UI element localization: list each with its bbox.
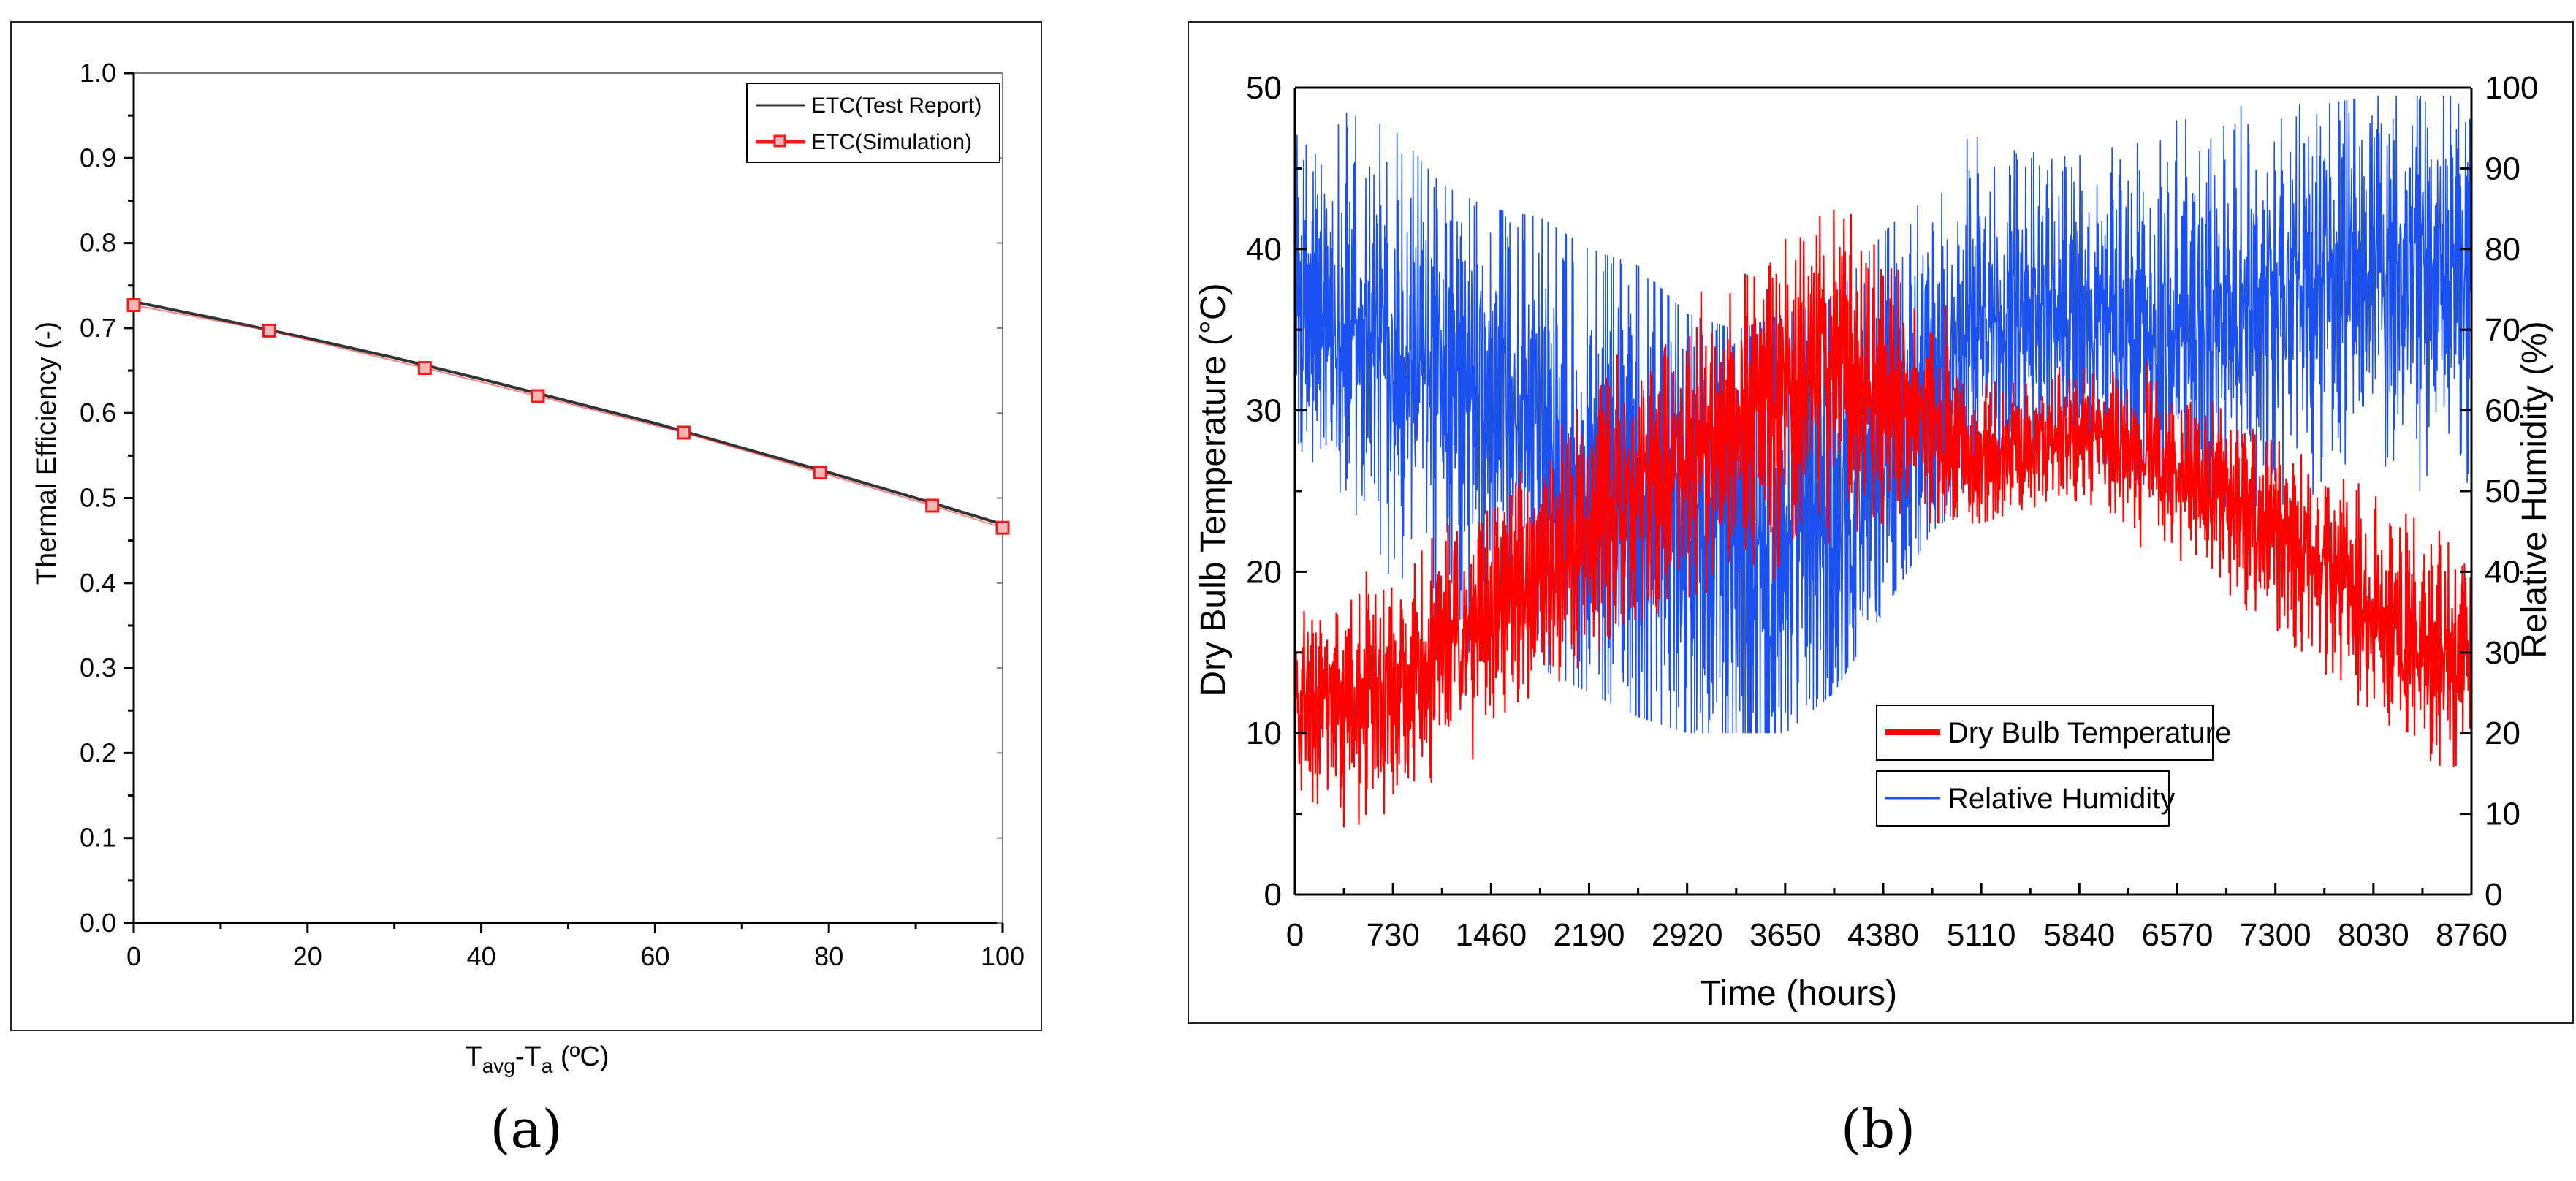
panel-a-plot: 0.0 0.1 0.2 0.3 0.4 0.5 0.6 0.7 0.8 0.9 1.0 0 20 40 60…: [80, 58, 1025, 971]
panel-b: 0 10 20 30 40 50 0 10 20 30 40 50 60 70 80 90 100 0 730 146…: [1188, 21, 2574, 1024]
x-tick-label: 7300: [2240, 917, 2311, 953]
x-tick-label: 8030: [2338, 917, 2409, 953]
sim-point: [262, 323, 276, 338]
y-axis-title-right: Relative Humidity (%): [2515, 321, 2554, 658]
sim-point: [995, 520, 1010, 535]
y-tick-label-left: 50: [1246, 70, 1282, 106]
y-tick-label: 0.8: [80, 228, 116, 258]
y-tick-label-right: 90: [2485, 151, 2520, 186]
y-tick-label-right: 70: [2485, 312, 2520, 348]
y-tick-label-left: 40: [1246, 232, 1282, 267]
y-tick-label-left: 20: [1246, 554, 1282, 590]
x-axis-title: Tavg-Ta (ºC): [465, 1041, 609, 1077]
y-tick-label-left: 10: [1246, 715, 1282, 751]
y-tick-label-right: 100: [2485, 70, 2538, 106]
y-tick-label: 0.4: [80, 568, 116, 598]
series-line-test-report: [133, 300, 1003, 526]
legend-label-test-report: ETC(Test Report): [811, 94, 981, 118]
y-tick-label-left: 30: [1246, 393, 1282, 429]
x-tick-label: 6570: [2142, 917, 2214, 953]
x-tick-label: 3650: [1749, 917, 1821, 953]
y-tick-label-right: 40: [2485, 554, 2520, 590]
legend-marker-simulation: [773, 134, 786, 148]
x-tick-label: 1460: [1455, 917, 1527, 953]
panel-b-plot: 0 10 20 30 40 50 0 10 20 30 40 50 60 70 80 90 100 0 730 146…: [1246, 70, 2538, 953]
panel-b-legend: Dry Bulb Temperature Relative Humidity: [1876, 705, 2231, 827]
y-tick-label-right: 20: [2485, 715, 2520, 751]
y-tick-label: 0.2: [80, 737, 116, 767]
x-tick-label: 5840: [2043, 917, 2115, 953]
sim-point: [417, 361, 432, 376]
x-tick-label: 60: [640, 941, 669, 971]
x-axis-title: Time (hours): [1700, 974, 1897, 1013]
y-tick-label: 0.6: [80, 398, 116, 428]
y-tick-label-right: 50: [2485, 474, 2520, 509]
y-tick-label-right: 80: [2485, 232, 2520, 267]
legend-box: [746, 83, 1000, 163]
panel-a: 0.0 0.1 0.2 0.3 0.4 0.5 0.6 0.7 0.8 0.9 1.0 0 20 40 60…: [10, 21, 1042, 1077]
x-tick-label: 2920: [1652, 917, 1723, 953]
panel-a-legend: ETC(Test Report) ETC(Simulation): [746, 83, 1000, 163]
x-tick-label: 4380: [1847, 917, 1919, 953]
caption-b: (b): [1841, 1098, 1915, 1160]
y-tick-label-right: 10: [2485, 797, 2520, 832]
y-axis-title-left: Dry Bulb Temperature (°C): [1194, 283, 1233, 696]
y-tick-label: 0.0: [80, 908, 116, 938]
y-tick-label: 0.1: [80, 823, 116, 853]
x-tick-label: 8760: [2436, 917, 2507, 953]
y-tick-label-right: 30: [2485, 635, 2520, 671]
y-tick-label: 0.9: [80, 143, 116, 172]
sim-point: [813, 466, 827, 480]
x-tick-label: 0: [1286, 917, 1304, 953]
legend-label-temperature: Dry Bulb Temperature: [1948, 717, 2231, 749]
x-tick-label: 0: [126, 941, 141, 971]
x-tick-label: 40: [467, 941, 496, 971]
sim-point: [925, 498, 940, 513]
y-tick-label: 0.7: [80, 313, 116, 343]
sim-point: [126, 297, 141, 312]
x-tick-label: 2190: [1554, 917, 1625, 953]
y-tick-label: 1.0: [80, 58, 116, 88]
y-tick-label: 0.5: [80, 483, 116, 513]
x-tick-label: 5110: [1947, 917, 2016, 953]
panel-a-frame: [10, 21, 1042, 1031]
y-tick-label: 0.3: [80, 653, 116, 683]
y-tick-label-right: 60: [2485, 393, 2520, 429]
y-axis-title: Thermal Efficiency (-): [31, 322, 62, 585]
sim-point: [531, 389, 545, 403]
x-tick-label: 730: [1366, 917, 1419, 953]
x-tick-label: 20: [293, 941, 322, 971]
legend-label-humidity: Relative Humidity: [1948, 783, 2175, 815]
series-line-relative-humidity: [1294, 95, 2472, 734]
series-line-simulation: [133, 304, 1003, 529]
x-tick-label: 80: [814, 941, 843, 971]
x-tick-label: 100: [981, 941, 1025, 971]
sim-point: [677, 425, 691, 440]
series-line-dry-bulb-temperature: [1293, 210, 2473, 828]
legend-label-simulation: ETC(Simulation): [811, 130, 972, 154]
caption-a: (a): [490, 1098, 562, 1160]
y-tick-label-left: 0: [1264, 877, 1282, 913]
y-tick-label-right: 0: [2485, 877, 2502, 913]
